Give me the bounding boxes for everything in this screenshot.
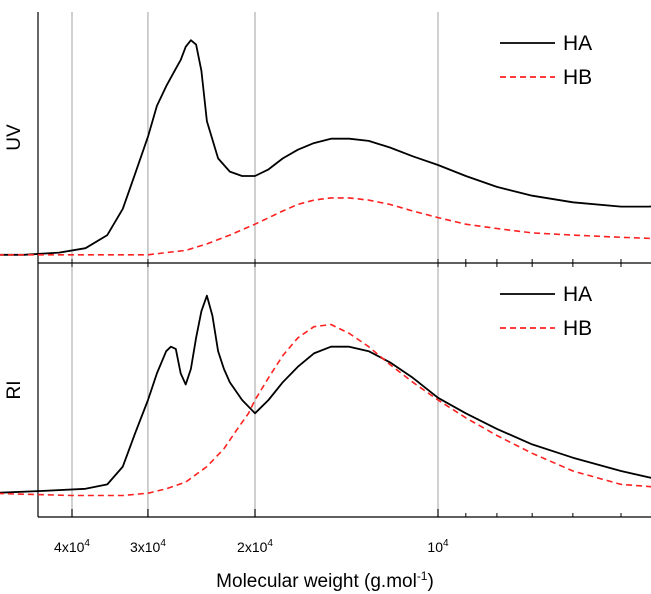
- x-axis-title: Molecular weight (g.mol-1): [216, 569, 434, 592]
- x-tick-label-2: 2x104: [237, 538, 273, 555]
- legend-label-ha: HA: [563, 32, 592, 55]
- legend-label-hb: HB: [563, 317, 592, 340]
- x-axis: 4x104 3x104 2x104 104: [54, 259, 622, 555]
- series-line-ha: [0, 39, 651, 256]
- series-line-hb: [0, 197, 651, 256]
- legend-label-hb: HB: [563, 66, 592, 89]
- x-tick-label-0: 4x104: [54, 538, 90, 555]
- x-tick-label-1: 3x104: [130, 538, 166, 555]
- series-line-hb: [0, 323, 651, 497]
- series-line-ha: [0, 294, 651, 494]
- x-tick-label-3: 104: [427, 538, 449, 555]
- y-axis-title-ri: RI: [4, 381, 25, 400]
- legend-label-ha: HA: [563, 283, 592, 306]
- y-axis-title-uv: UV: [4, 124, 25, 151]
- chart-panels: UV HA HB RI HA HB: [0, 12, 651, 518]
- panel-uv: UV HA HB: [0, 12, 651, 264]
- panel-ri: RI HA HB: [0, 263, 651, 518]
